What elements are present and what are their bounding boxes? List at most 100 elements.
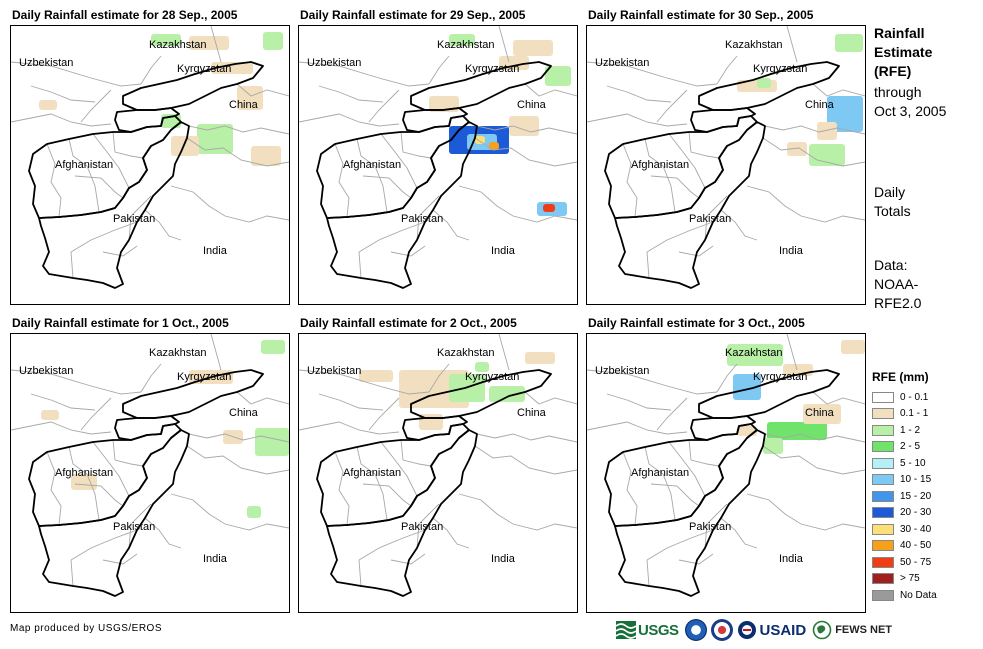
agency-logos: USGS USAID FEWS NET (616, 617, 898, 643)
rainfall-patch (787, 142, 807, 156)
boundary-line (746, 185, 865, 223)
boundary-line (11, 113, 112, 127)
rainfall-patch (255, 428, 289, 456)
label-india: India (203, 245, 228, 257)
boundary-line (650, 175, 700, 199)
boundary-line (30, 393, 96, 411)
legend-title: RFE (mm) (872, 370, 929, 384)
legend-swatch (872, 490, 894, 502)
boundary-line (188, 125, 289, 135)
label-uzbekistan: Uzbekistan (595, 365, 649, 377)
map-credit: Map produced by USGS/EROS (10, 623, 163, 634)
legend-label: 40 - 50 (900, 540, 932, 552)
boundary-line (334, 143, 350, 218)
label-kyrgyzstan: Kyrgyzstan (177, 63, 231, 75)
boundary-line (80, 397, 112, 431)
boundary-line (432, 517, 470, 549)
boundary-line (236, 83, 289, 97)
boundary-line (299, 113, 400, 127)
rainfall-patch (449, 34, 475, 46)
boundary-line (236, 391, 289, 405)
label-india: India (779, 553, 804, 565)
rainfall-patch (71, 474, 97, 490)
label-pakistan: Pakistan (113, 521, 155, 533)
legend-item: 20 - 30 (872, 505, 937, 522)
label-china: China (517, 407, 547, 419)
boundary-line (30, 85, 96, 103)
boundary-line (812, 391, 865, 405)
boundary-line (656, 89, 688, 123)
boundary-line (380, 133, 418, 189)
boundary-line (524, 391, 577, 405)
legend-swatch (872, 589, 894, 601)
boundary-line (356, 446, 388, 521)
usgs-logo: USGS (616, 621, 679, 639)
boundary-line (11, 369, 142, 395)
rainfall-map: Kazakhstan Uzbekistan Kyrgyzstan China Afgha… (586, 25, 866, 305)
label-afghanistan: Afghanistan (55, 467, 113, 479)
rainfall-patch (841, 340, 865, 354)
pakistan-outline (38, 121, 190, 289)
legend-label: 20 - 30 (900, 507, 932, 519)
boundary-line (656, 397, 688, 431)
boundary-line (358, 529, 426, 587)
boundary-line (644, 446, 676, 521)
label-afghanistan: Afghanistan (55, 159, 113, 171)
map-svg: Kazakhstan Uzbekistan Kyrgyzstan China Afgha… (299, 26, 577, 289)
boundary-line (606, 393, 672, 411)
tajikistan-outline (114, 107, 180, 133)
boundary-line (299, 421, 400, 435)
legend-item: 0.1 - 1 (872, 406, 937, 423)
label-uzbekistan: Uzbekistan (307, 365, 361, 377)
label-pakistan: Pakistan (689, 213, 731, 225)
legend-swatch (872, 424, 894, 436)
boundary-line (144, 209, 182, 241)
legend-item: 40 - 50 (872, 538, 937, 555)
rainfall-patch (525, 352, 555, 364)
rainfall-patch (489, 386, 525, 402)
label-pakistan: Pakistan (401, 521, 443, 533)
boundary-line (678, 245, 714, 257)
boundary-line (764, 433, 865, 443)
boundary-line (170, 493, 289, 531)
boundary-line (762, 445, 865, 475)
usaid-seal-icon (737, 621, 756, 639)
boundary-line (812, 83, 865, 97)
boundary-line (46, 451, 62, 526)
boundary-line (68, 446, 100, 521)
label-uzbekistan: Uzbekistan (595, 57, 649, 69)
boundary-line (368, 397, 400, 431)
rainfall-patch (247, 506, 261, 518)
rainfall-patch (817, 122, 837, 140)
pakistan-outline (614, 429, 766, 597)
boundary-line (128, 503, 152, 549)
legend-label: 5 - 10 (900, 457, 926, 469)
boundary-line (128, 195, 152, 241)
tajikistan-outline (114, 415, 180, 441)
label-india: India (203, 553, 228, 565)
rainfall-patch (543, 204, 555, 212)
pakistan-outline (614, 121, 766, 289)
boundary-line (498, 334, 510, 371)
rainfall-patch (39, 100, 57, 110)
map-data-source: Data: NOAA- RFE2.0 (874, 257, 922, 311)
boundary-line (458, 493, 577, 531)
legend-item: 30 - 40 (872, 521, 937, 538)
label-kyrgyzstan: Kyrgyzstan (177, 371, 231, 383)
boundary-line (400, 131, 432, 159)
rainfall-patch (211, 62, 253, 74)
tajikistan-outline (402, 107, 468, 133)
legend-swatch (872, 556, 894, 568)
boundary-line (140, 363, 162, 393)
boundary-line (688, 131, 720, 159)
label-uzbekistan: Uzbekistan (307, 57, 361, 69)
legend-swatch (872, 457, 894, 469)
legend-label: No Data (900, 589, 937, 601)
rainfall-patch (727, 344, 783, 366)
boundary-line (70, 221, 138, 279)
label-india: India (491, 245, 516, 257)
map-date-range: through Oct 3, 2005 (874, 84, 947, 119)
legend-swatch (872, 573, 894, 585)
boundary-line (299, 369, 430, 395)
boundary-line (318, 393, 384, 411)
